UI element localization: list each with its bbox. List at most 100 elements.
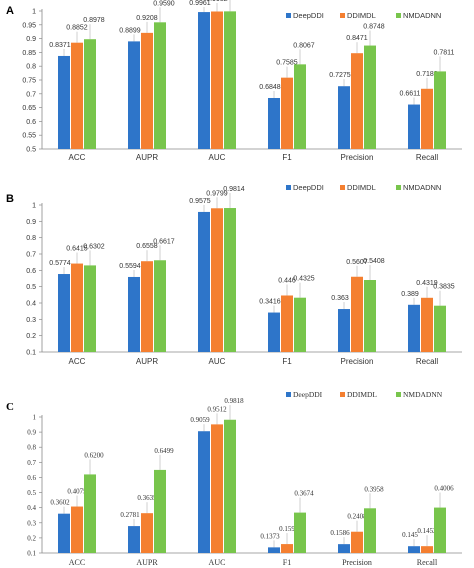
category-label: Precision [341,357,374,366]
data-label: 0.3602 [50,499,70,507]
panel-letter: A [6,5,14,17]
data-label: 0.446 [278,277,296,284]
data-label: 0.9575 [189,198,211,205]
bar-deepddi [198,12,210,149]
category-label: AUC [209,153,226,162]
legend-label: DDIMDL [347,390,377,399]
bar-deepddi [268,547,280,553]
bar-nmdadnn [84,265,96,352]
data-label: 0.145 [402,531,418,539]
bar-deepddi [128,526,140,553]
category-label: AUPR [136,558,158,567]
bar-deepddi [268,312,280,352]
data-label: 0.6617 [153,238,175,245]
legend-swatch-ddimdl [340,13,345,18]
data-label: 0.9814 [223,186,245,193]
data-label: 0.4319 [416,280,438,287]
panel-letter: B [6,193,14,205]
data-label: 0.8978 [83,17,105,24]
y-tick-label: 0.4 [26,301,36,308]
legend-label: DeepDDI [293,390,323,399]
data-label: 0.7811 [434,49,455,56]
data-label: 0.8067 [293,42,315,49]
data-label: 0.6558 [136,243,158,250]
y-tick-label: 0.95 [22,22,36,29]
bar-ddimdl [421,88,433,149]
panel-c: C 0.1 0.2 0.3 0.4 0.5 0.6 0.7 0.8 0.9 1 ACC 0.3602 0.… [6,390,462,567]
data-label: 0.6499 [154,447,174,455]
bar-ddimdl [421,297,433,352]
bar-deepddi [408,104,420,149]
data-label: 0.4006 [434,485,454,493]
y-tick-label: 0.6 [26,268,36,275]
data-label: 0.5774 [49,260,71,267]
data-label: 0.3674 [294,490,314,498]
y-tick-label: 0.1 [27,550,36,558]
data-label: 0.9982 [206,0,228,3]
bar-nmdadnn [224,419,236,553]
data-label: 0.6200 [84,451,104,459]
legend-label: DeepDDI [293,11,324,20]
data-label: 0.1452 [417,527,437,535]
data-label: 0.6302 [83,243,105,250]
y-tick-label: 0.9 [27,429,36,437]
category-label: ACC [69,357,86,366]
y-tick-label: 0.85 [22,50,36,57]
legend-label: NMDADNN [403,183,441,192]
bar-ddimdl [141,261,153,352]
panel-b: B 0.1 0.2 0.3 0.4 0.5 0.6 0.7 0.8 0.9 1 ACC 0.5774 0.… [6,183,462,366]
data-label: 0.6415 [66,246,88,253]
bar-deepddi [338,309,350,352]
data-label: 0.9512 [207,405,227,413]
bar-nmdadnn [84,474,96,553]
bar-deepddi [128,276,140,352]
data-label: 0.8471 [346,35,368,42]
legend-label: DDIMDL [347,11,376,20]
bar-nmdadnn [364,45,376,149]
bar-nmdadnn [294,64,306,149]
data-label: 0.4325 [293,276,315,283]
data-label: 0.9818 [224,397,244,405]
legend-swatch-nmdadnn [396,392,401,397]
bar-deepddi [128,41,140,149]
bar-nmdadnn [154,22,166,149]
legend-swatch-nmdadnn [396,185,401,190]
category-label: F1 [282,153,292,162]
legend-label: NMDADNN [403,11,441,20]
data-label: 0.3958 [364,485,384,493]
y-tick-label: 0.5 [26,284,36,291]
y-tick-label: 0.9 [26,219,36,226]
data-label: 0.8899 [119,27,141,34]
y-tick-label: 0.75 [22,78,36,85]
category-label: Precision [341,153,374,162]
y-tick-label: 0.7 [27,459,36,467]
data-label: 0.3416 [259,299,281,306]
data-label: 0.389 [401,291,419,298]
bar-deepddi [198,211,210,352]
y-tick-label: 0.3 [26,317,36,324]
y-tick-label: 1 [32,203,36,210]
data-label: 0.4075 [67,488,87,496]
legend-swatch-deepddi [286,185,291,190]
bar-nmdadnn [294,297,306,352]
legend-label: DeepDDI [293,183,324,192]
bar-deepddi [58,55,70,149]
data-label: 0.2408 [347,513,367,521]
data-label: 0.1373 [260,532,280,540]
category-label: AUC [209,357,226,366]
legend-swatch-ddimdl [340,392,345,397]
y-tick-label: 1 [33,414,37,422]
y-tick-label: 0.6 [27,474,36,482]
legend-swatch-deepddi [286,13,291,18]
category-label: AUPR [136,153,158,162]
data-label: 0.9208 [136,15,158,22]
bar-deepddi [408,546,420,553]
y-tick-label: 0.55 [22,133,36,140]
legend-swatch-ddimdl [340,185,345,190]
bar-ddimdl [211,11,223,150]
y-tick-label: 0.8 [27,444,36,452]
legend-label: DDIMDL [347,183,376,192]
category-label: ACC [69,558,85,567]
y-tick-label: 0.3 [27,519,36,527]
